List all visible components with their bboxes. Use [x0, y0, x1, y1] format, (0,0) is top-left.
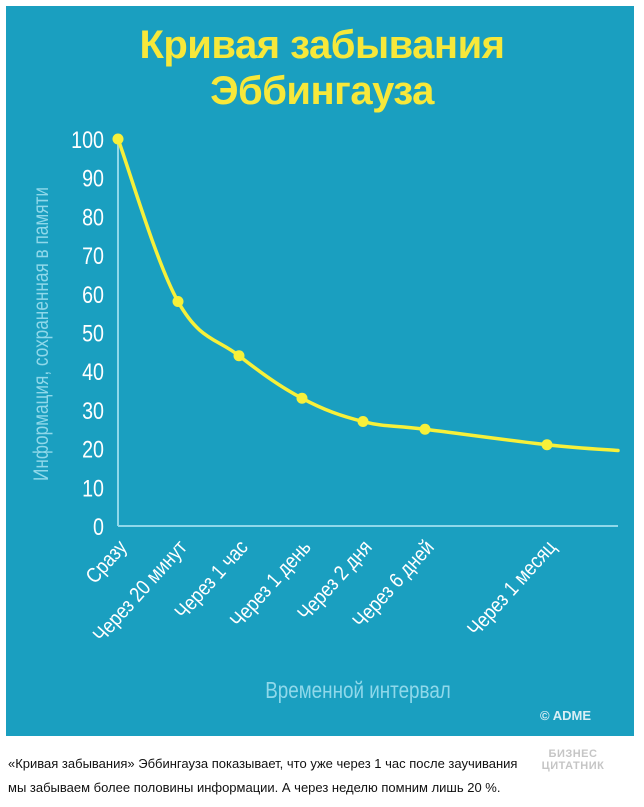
y-tick-labels: 0 10 20 30 40 50 60 70 80 90 100	[71, 126, 104, 540]
y-tick-label: 70	[82, 242, 104, 269]
data-point	[233, 350, 245, 362]
y-tick-label: 90	[82, 165, 104, 192]
chart-panel	[6, 6, 634, 736]
x-tick-label: Через 1 месяц	[463, 536, 561, 641]
chart-title-line2: Эббингауза	[210, 69, 434, 113]
y-axis-title: Информация, сохраненная в памяти	[31, 187, 54, 481]
x-tick-label: Сразу	[81, 536, 132, 589]
y-tick-label: 80	[82, 204, 104, 231]
watermark-line-1: БИЗНЕС	[548, 748, 598, 760]
caption-line-2: мы забываем более половины информации. А…	[8, 780, 501, 795]
watermark-logo: БИЗНЕС ЦИТАТНИК	[528, 748, 618, 772]
watermark-line-2: ЦИТАТНИК	[541, 760, 605, 772]
chart-title-line1: Кривая забывания	[139, 23, 505, 67]
axis-titles: Информация, сохраненная в памяти Временно…	[31, 187, 451, 703]
y-tick-label: 40	[82, 358, 104, 385]
y-tick-label: 20	[82, 436, 104, 463]
data-point	[541, 439, 553, 451]
data-point	[112, 133, 124, 145]
data-points	[112, 133, 553, 451]
y-tick-label: 0	[93, 513, 104, 540]
chart-title: Кривая забывания Эббингауза	[0, 22, 644, 114]
axes	[117, 135, 618, 527]
y-tick-label: 50	[82, 320, 104, 347]
x-axis-title: Временной интервал	[265, 678, 451, 703]
caption-line-1: «Кривая забывания» Эббингауза показывает…	[8, 756, 518, 771]
series-line	[116, 137, 620, 453]
series-curve	[116, 137, 620, 453]
data-point	[172, 296, 184, 308]
data-point	[419, 423, 431, 435]
y-tick-label: 60	[82, 281, 104, 308]
data-point	[357, 416, 369, 428]
y-tick-label: 100	[71, 126, 104, 153]
caption: «Кривая забывания» Эббингауза показывает…	[8, 752, 628, 800]
data-point	[296, 392, 308, 404]
y-tick-label: 10	[82, 474, 104, 501]
y-tick-label: 30	[82, 397, 104, 424]
copyright-label: © ADME	[540, 708, 591, 723]
